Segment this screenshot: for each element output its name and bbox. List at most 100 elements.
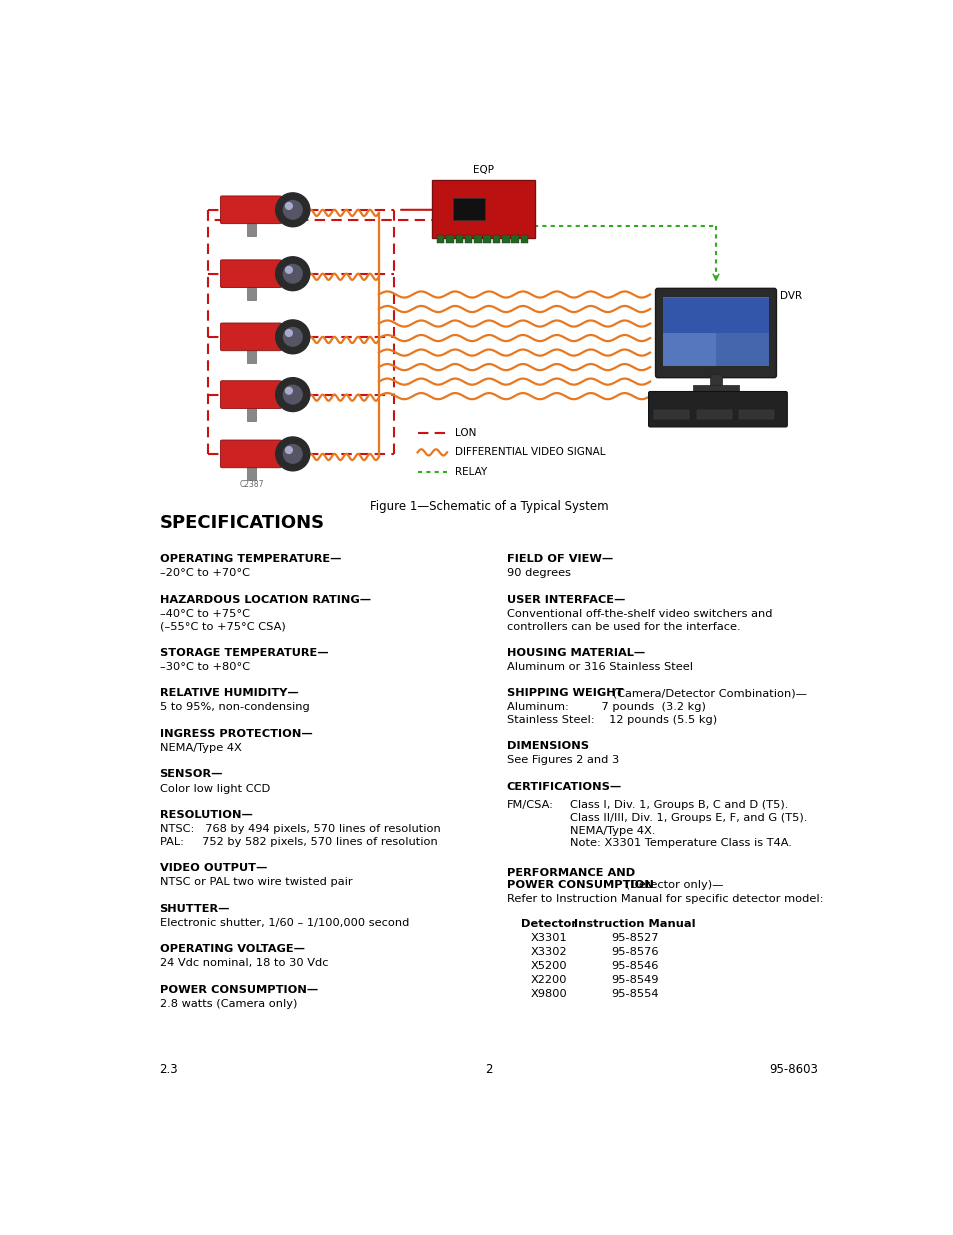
Text: Aluminum:         7 pounds  (3.2 kg)
Stainless Steel:    12 pounds (5.5 kg): Aluminum: 7 pounds (3.2 kg) Stainless St… — [506, 703, 716, 725]
Circle shape — [275, 193, 310, 227]
FancyBboxPatch shape — [662, 333, 716, 366]
Bar — [456, 235, 462, 243]
Text: X2200: X2200 — [531, 974, 567, 984]
Bar — [436, 235, 444, 243]
Circle shape — [285, 267, 292, 273]
FancyBboxPatch shape — [654, 410, 688, 419]
Text: 2.3: 2.3 — [159, 1063, 178, 1076]
FancyBboxPatch shape — [247, 287, 256, 300]
Text: RELATIVE HUMIDITY—: RELATIVE HUMIDITY— — [159, 688, 298, 698]
FancyBboxPatch shape — [709, 374, 721, 387]
Text: SPECIFICATIONS: SPECIFICATIONS — [159, 514, 324, 532]
Circle shape — [283, 264, 302, 283]
Text: DVR: DVR — [780, 290, 801, 300]
Text: Electronic shutter, 1/60 – 1/100,000 second: Electronic shutter, 1/60 – 1/100,000 sec… — [159, 918, 409, 927]
Text: STORAGE TEMPERATURE—: STORAGE TEMPERATURE— — [159, 647, 328, 657]
Circle shape — [283, 200, 302, 219]
FancyBboxPatch shape — [452, 199, 484, 220]
Text: Figure 1—Schematic of a Typical System: Figure 1—Schematic of a Typical System — [369, 500, 608, 513]
Circle shape — [285, 388, 292, 394]
Text: 95-8603: 95-8603 — [769, 1063, 818, 1076]
Circle shape — [285, 330, 292, 336]
FancyBboxPatch shape — [662, 296, 768, 366]
Text: USER INTERFACE—: USER INTERFACE— — [506, 594, 624, 605]
FancyBboxPatch shape — [739, 410, 773, 419]
Text: Class I, Div. 1, Groups B, C and D (T5).
Class II/III, Div. 1, Groups E, F, and : Class I, Div. 1, Groups B, C and D (T5).… — [570, 800, 807, 848]
Circle shape — [275, 437, 310, 471]
FancyBboxPatch shape — [662, 299, 768, 333]
Text: 95-8554: 95-8554 — [610, 989, 658, 999]
Text: HOUSING MATERIAL—: HOUSING MATERIAL— — [506, 647, 644, 657]
Text: C2387: C2387 — [239, 480, 264, 489]
Text: 95-8549: 95-8549 — [610, 974, 658, 984]
Text: 2: 2 — [485, 1063, 492, 1076]
Circle shape — [283, 385, 302, 404]
Text: SENSOR—: SENSOR— — [159, 769, 223, 779]
FancyBboxPatch shape — [220, 380, 281, 409]
FancyBboxPatch shape — [247, 222, 256, 236]
Text: NEMA/Type 4X: NEMA/Type 4X — [159, 743, 241, 753]
Text: FM/CSA:: FM/CSA: — [506, 800, 553, 810]
Text: FIELD OF VIEW—: FIELD OF VIEW— — [506, 555, 613, 564]
Bar — [493, 235, 499, 243]
Text: X5200: X5200 — [531, 961, 567, 971]
Text: DIFFERENTIAL VIDEO SIGNAL: DIFFERENTIAL VIDEO SIGNAL — [455, 447, 605, 457]
Circle shape — [275, 320, 310, 353]
FancyBboxPatch shape — [696, 410, 731, 419]
Text: SHUTTER—: SHUTTER— — [159, 904, 230, 914]
Circle shape — [275, 378, 310, 411]
Text: Aluminum or 316 Stainless Steel: Aluminum or 316 Stainless Steel — [506, 662, 692, 672]
Bar — [520, 235, 528, 243]
Bar — [483, 235, 491, 243]
Text: Instruction Manual: Instruction Manual — [573, 919, 695, 929]
FancyBboxPatch shape — [220, 324, 281, 351]
Text: Detector: Detector — [521, 919, 577, 929]
Text: 95-8527: 95-8527 — [610, 932, 658, 942]
Text: 95-8546: 95-8546 — [610, 961, 658, 971]
Text: DIMENSIONS: DIMENSIONS — [506, 741, 588, 751]
Text: CERTIFICATIONS—: CERTIFICATIONS— — [506, 782, 621, 792]
Text: SHIPPING WEIGHT: SHIPPING WEIGHT — [506, 688, 622, 698]
Text: NTSC or PAL two wire twisted pair: NTSC or PAL two wire twisted pair — [159, 877, 352, 887]
Text: OPERATING VOLTAGE—: OPERATING VOLTAGE— — [159, 944, 304, 955]
Text: 2.8 watts (Camera only): 2.8 watts (Camera only) — [159, 999, 296, 1009]
FancyBboxPatch shape — [692, 385, 739, 390]
FancyBboxPatch shape — [247, 406, 256, 421]
Text: 90 degrees: 90 degrees — [506, 568, 570, 578]
Text: LON: LON — [455, 429, 476, 438]
Text: –30°C to +80°C: –30°C to +80°C — [159, 662, 250, 672]
Text: PERFORMANCE AND: PERFORMANCE AND — [506, 867, 635, 878]
Text: (Detector only)—: (Detector only)— — [621, 881, 723, 890]
Text: POWER CONSUMPTION—: POWER CONSUMPTION— — [159, 984, 317, 994]
Text: NTSC:   768 by 494 pixels, 570 lines of resolution
PAL:     752 by 582 pixels, 5: NTSC: 768 by 494 pixels, 570 lines of re… — [159, 824, 440, 847]
Text: 5 to 95%, non-condensing: 5 to 95%, non-condensing — [159, 703, 309, 713]
Text: X3301: X3301 — [531, 932, 567, 942]
Circle shape — [283, 327, 302, 346]
Text: See Figures 2 and 3: See Figures 2 and 3 — [506, 756, 618, 766]
Bar — [464, 235, 472, 243]
Text: HAZARDOUS LOCATION RATING—: HAZARDOUS LOCATION RATING— — [159, 594, 371, 605]
Bar — [474, 235, 481, 243]
Text: Conventional off-the-shelf video switchers and
controllers can be used for the i: Conventional off-the-shelf video switche… — [506, 609, 771, 631]
Text: INGRESS PROTECTION—: INGRESS PROTECTION— — [159, 729, 312, 739]
Text: OPERATING TEMPERATURE—: OPERATING TEMPERATURE— — [159, 555, 340, 564]
Text: –40°C to +75°C
(–55°C to +75°C CSA): –40°C to +75°C (–55°C to +75°C CSA) — [159, 609, 285, 631]
Bar — [511, 235, 518, 243]
FancyBboxPatch shape — [220, 196, 281, 224]
Text: Color low light CCD: Color low light CCD — [159, 783, 270, 794]
Circle shape — [283, 445, 302, 463]
FancyBboxPatch shape — [247, 350, 256, 363]
FancyBboxPatch shape — [247, 466, 256, 480]
Text: X3302: X3302 — [531, 947, 567, 957]
FancyBboxPatch shape — [655, 288, 776, 378]
Circle shape — [275, 257, 310, 290]
Text: VIDEO OUTPUT—: VIDEO OUTPUT— — [159, 863, 267, 873]
Text: X9800: X9800 — [531, 989, 567, 999]
Text: EQP: EQP — [473, 165, 494, 175]
Text: POWER CONSUMPTION: POWER CONSUMPTION — [506, 881, 653, 890]
Text: 95-8576: 95-8576 — [610, 947, 658, 957]
Circle shape — [285, 447, 292, 453]
Circle shape — [285, 203, 292, 210]
Text: Refer to Instruction Manual for specific detector model:: Refer to Instruction Manual for specific… — [506, 894, 822, 904]
Text: (Camera/Detector Combination)—: (Camera/Detector Combination)— — [608, 688, 806, 698]
